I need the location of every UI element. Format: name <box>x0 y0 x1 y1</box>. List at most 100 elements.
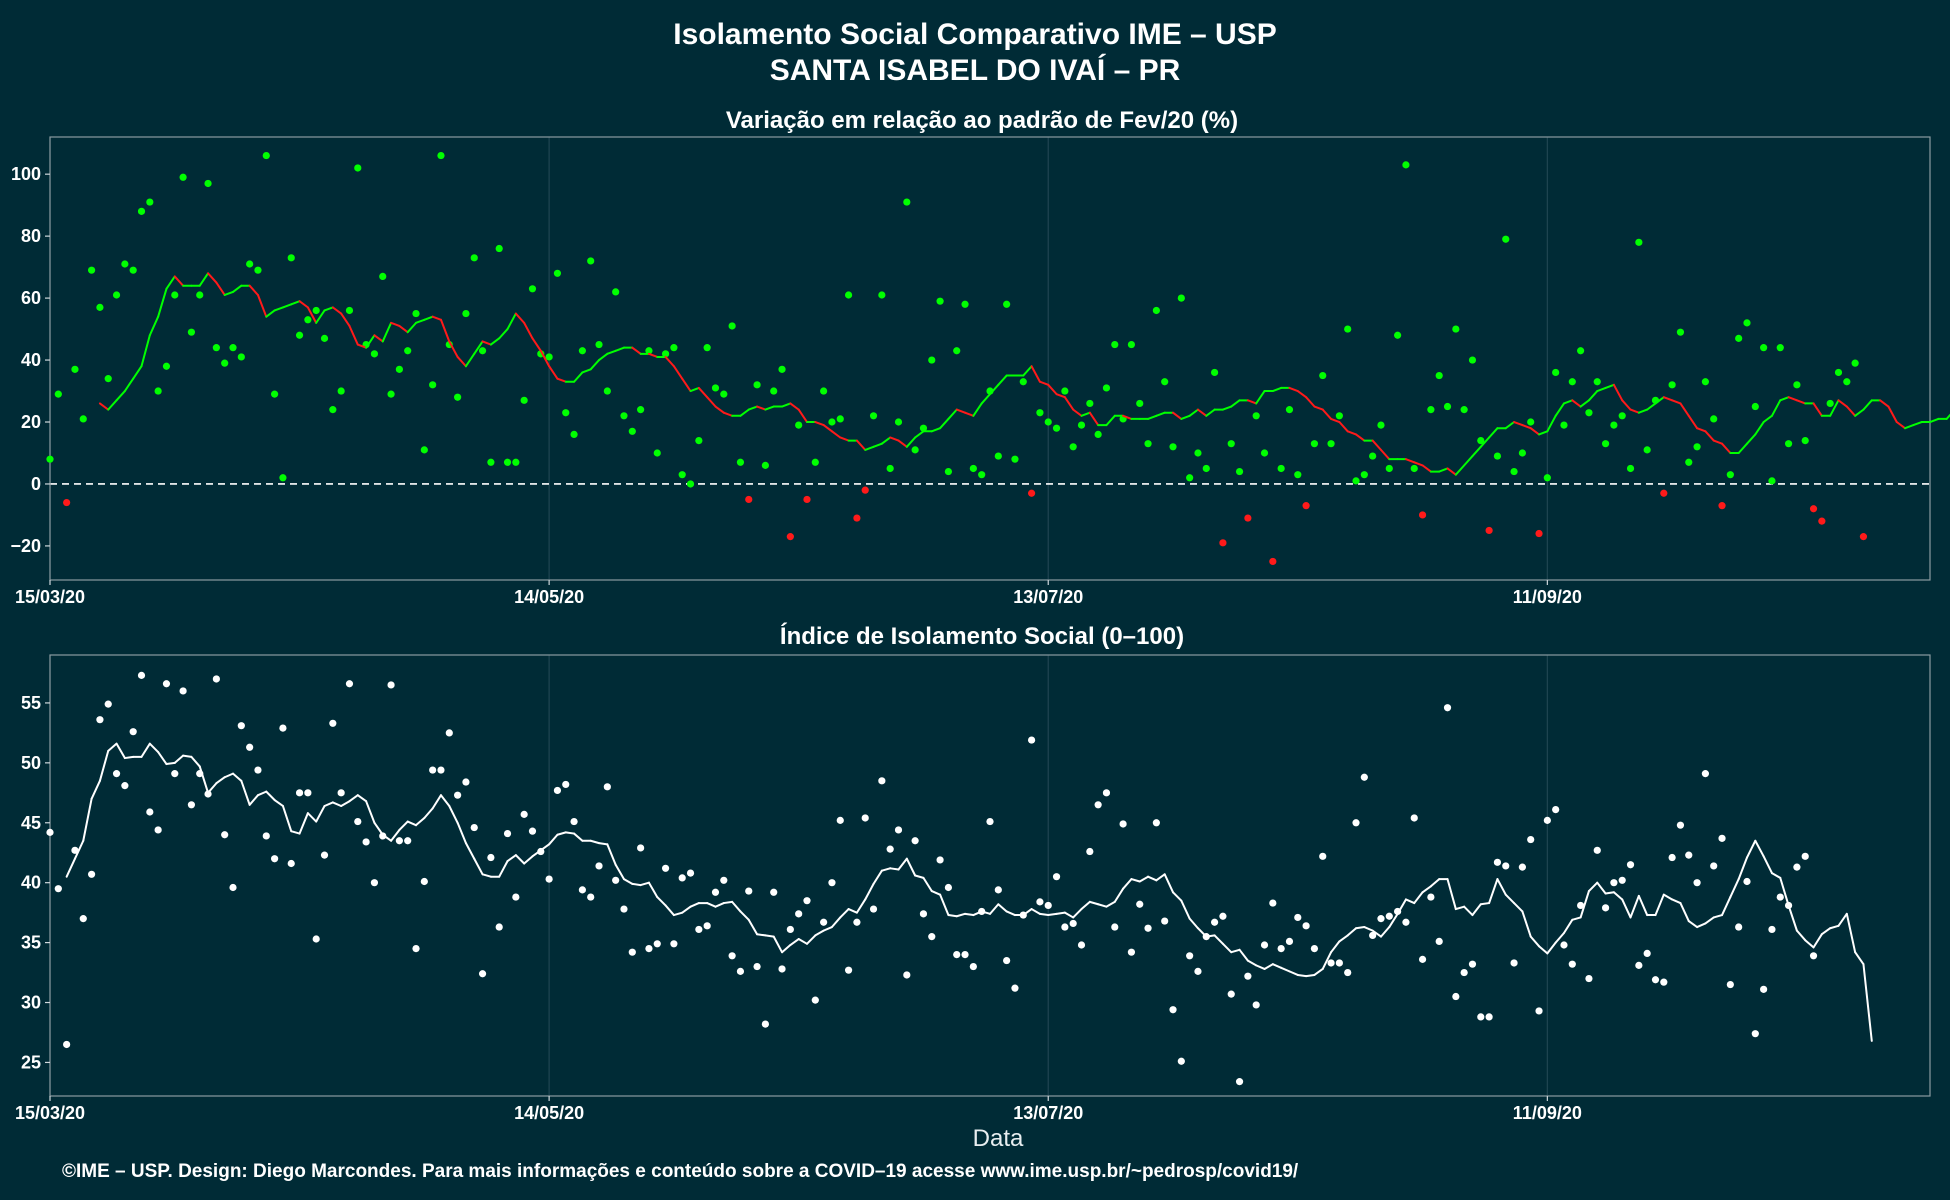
moving-average-segment <box>714 405 725 414</box>
data-point <box>1294 913 1302 922</box>
moving-average-segment <box>423 807 434 819</box>
data-point <box>1069 443 1077 451</box>
data-point <box>570 817 578 826</box>
data-point <box>129 266 137 274</box>
panel-border <box>49 136 1931 581</box>
moving-average-segment <box>1795 929 1807 942</box>
data-point <box>1851 359 1859 367</box>
data-point <box>595 340 603 349</box>
data-point <box>1735 334 1743 342</box>
data-point <box>295 331 304 339</box>
moving-average-segment <box>1471 903 1482 917</box>
moving-average-segment <box>814 421 825 427</box>
data-point <box>1260 941 1269 949</box>
moving-average-segment <box>273 306 284 312</box>
data-point <box>637 406 645 414</box>
data-point <box>354 164 362 172</box>
data-point <box>886 464 894 473</box>
moving-average-segment <box>1762 414 1773 424</box>
moving-average-segment <box>872 869 883 885</box>
moving-average-segment <box>880 436 892 445</box>
moving-average-segment <box>955 408 967 414</box>
data-point <box>246 743 254 751</box>
data-point <box>129 728 137 736</box>
data-point <box>262 151 270 160</box>
moving-average-segment <box>1196 408 1208 417</box>
moving-average-segment <box>1496 878 1507 896</box>
data-point <box>720 876 728 884</box>
data-point <box>1136 399 1144 408</box>
moving-average-segment <box>1562 918 1574 935</box>
data-point <box>63 1040 71 1049</box>
data-point <box>503 829 512 838</box>
variation-panel: −20 0 20 40 60 80 100 15/03/20 14/05/20 13/07/20 1… <box>10 136 1950 607</box>
data-point <box>304 789 312 797</box>
data-point <box>1809 505 1818 513</box>
data-point <box>736 458 745 466</box>
data-point <box>828 879 836 887</box>
moving-average-segment <box>1904 424 1915 430</box>
moving-average-segment <box>1196 927 1208 938</box>
data-point <box>1177 294 1185 302</box>
moving-average-segment <box>664 904 675 917</box>
moving-average-segment <box>672 365 684 380</box>
moving-average-segment <box>1479 902 1491 906</box>
data-point <box>503 458 512 466</box>
moving-average-segment <box>182 754 193 758</box>
moving-average-segment <box>1463 455 1474 467</box>
data-point <box>254 266 262 274</box>
data-point <box>1127 948 1136 956</box>
data-point <box>936 297 944 305</box>
moving-average-segment <box>273 799 284 807</box>
moving-average-segment <box>1221 405 1233 411</box>
moving-average-segment <box>964 912 975 917</box>
moving-average-segment <box>531 849 542 858</box>
moving-average-segment <box>1671 399 1682 405</box>
data-point <box>745 495 753 504</box>
moving-average-segment <box>939 417 950 430</box>
moving-average-segment <box>107 399 118 411</box>
data-point <box>1776 344 1784 352</box>
data-point <box>229 344 237 352</box>
data-point <box>1477 436 1485 445</box>
data-point <box>46 455 54 463</box>
moving-average-segment <box>1446 878 1457 911</box>
moving-average-segment <box>140 334 151 368</box>
moving-average-segment <box>1488 878 1499 905</box>
data-point <box>1693 879 1701 887</box>
data-point <box>179 687 187 695</box>
data-point <box>1452 325 1460 333</box>
moving-average-segment <box>1779 396 1790 402</box>
moving-average-segment <box>1022 365 1033 377</box>
data-point <box>1751 1030 1759 1038</box>
moving-average-segment <box>1379 448 1391 461</box>
data-point <box>320 851 329 859</box>
moving-average-segment <box>880 867 892 872</box>
moving-average-segment <box>298 812 309 835</box>
data-point <box>1285 406 1294 414</box>
moving-average-segment <box>1446 467 1457 476</box>
panel2-title: Índice de Isolamento Social (0–100) <box>780 622 1184 650</box>
x-tick-label: 11/09/20 <box>1513 1103 1582 1123</box>
x-tick-label: 11/09/20 <box>1513 587 1582 607</box>
moving-average-segment <box>647 352 659 358</box>
moving-average-segment <box>1305 973 1316 978</box>
data-point <box>354 817 362 826</box>
moving-average-segment <box>481 873 492 878</box>
data-point <box>337 789 345 797</box>
data-point <box>720 390 728 398</box>
data-point <box>478 970 487 978</box>
data-point <box>1493 858 1502 866</box>
data-point <box>570 430 578 438</box>
data-point <box>1460 406 1468 414</box>
moving-average-segment <box>248 284 259 296</box>
moving-average-segment <box>1745 433 1757 445</box>
moving-average-segment <box>1404 458 1416 464</box>
data-point <box>1485 1013 1493 1021</box>
data-point <box>853 918 861 926</box>
moving-average-segment <box>822 424 833 433</box>
moving-average-segment <box>165 761 176 766</box>
data-point <box>212 344 220 352</box>
moving-average-segment <box>506 854 517 863</box>
